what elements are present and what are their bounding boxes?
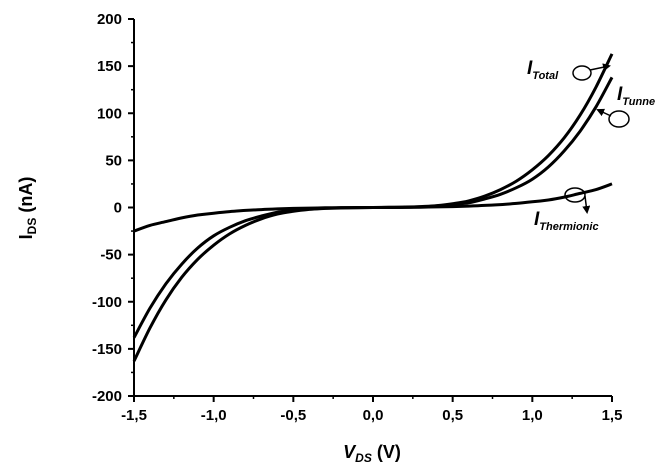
x-tick-label: 1,5	[602, 407, 623, 424]
y-tick-label: 50	[105, 152, 122, 169]
y-tick-label: -100	[92, 294, 122, 311]
annotation-total: ITotal	[527, 58, 559, 82]
ticks: -1,5 -1,0 -0,5 0,0 0,5 1,0 1,5 200 150 100 50 0 -50 -…	[92, 11, 622, 424]
y-tick-label: -200	[92, 388, 122, 405]
annotation-thermionic: IThermionic	[534, 209, 599, 233]
x-tick-label: 0,5	[442, 407, 463, 424]
y-tick-label: 0	[114, 200, 122, 217]
thermionic-arrow	[582, 195, 591, 214]
series	[132, 53, 614, 362]
tunnel-marker-ellipse	[608, 110, 630, 128]
thermionic-marker-ellipse	[564, 187, 586, 203]
annotation-markers	[564, 63, 630, 214]
x-tick-label: -1,5	[121, 407, 147, 424]
y-tick-label: -150	[92, 341, 122, 358]
total-marker-ellipse	[572, 65, 592, 81]
y-tick-label: 100	[97, 105, 122, 122]
x-axis-title: VDS (V)	[343, 442, 401, 465]
x-tick-label: 1,0	[522, 407, 543, 424]
series-line-thermionic	[133, 182, 613, 233]
total-arrow	[589, 63, 611, 72]
x-tick-label: 0,0	[363, 407, 384, 424]
tunnel-arrow	[596, 108, 612, 117]
y-axis-title: IDS (nA)	[16, 177, 39, 240]
annotation-tunnel: ITunne	[617, 84, 655, 108]
x-tick-label: -0,5	[280, 407, 306, 424]
y-tick-label: 150	[97, 58, 122, 75]
y-tick-label: -50	[100, 247, 122, 264]
x-tick-label: -1,0	[201, 407, 227, 424]
y-tick-label: 200	[97, 11, 122, 28]
